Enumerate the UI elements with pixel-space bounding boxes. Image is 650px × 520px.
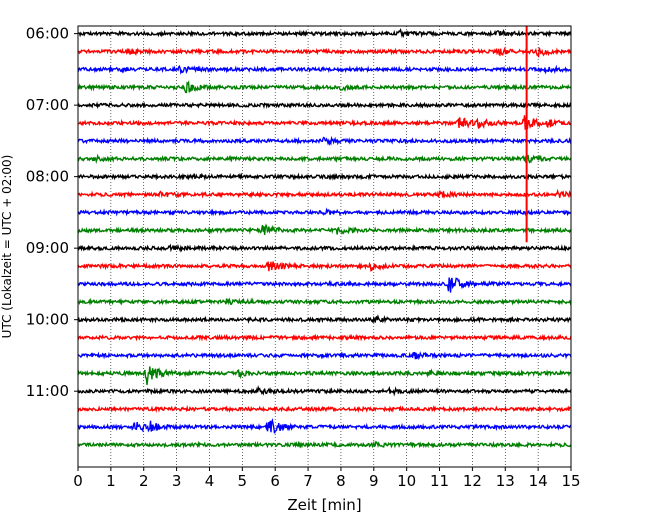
x-axis-label: Zeit [min]	[287, 496, 361, 514]
x-tick-label: 12	[463, 472, 482, 490]
x-tick-label: 7	[303, 472, 313, 490]
trace-series	[77, 45, 572, 59]
trace-series	[77, 366, 572, 385]
trace-series	[77, 404, 572, 414]
y-axis-label: UTC (Lokalzeit = UTC + 02:00)	[0, 155, 14, 339]
x-tick-label: 0	[73, 472, 83, 490]
x-tick-label: 15	[561, 472, 580, 490]
trace-series	[77, 417, 572, 434]
y-tick-label: 11:00	[26, 382, 69, 400]
x-tick-label: 13	[496, 472, 515, 490]
trace-series	[77, 135, 572, 147]
x-tick-label: 14	[529, 472, 548, 490]
trace-series	[77, 79, 572, 94]
trace-series	[77, 297, 572, 306]
trace-series	[77, 101, 572, 110]
y-tick-label: 10:00	[26, 311, 69, 329]
x-tick-label: 9	[369, 472, 379, 490]
y-tick-label: 09:00	[26, 239, 69, 257]
x-tick-label: 8	[336, 472, 346, 490]
x-tick-label: 3	[172, 472, 182, 490]
trace-series	[77, 314, 572, 324]
y-tick-label: 08:00	[26, 168, 69, 186]
plot-frame	[77, 25, 572, 468]
trace-series	[77, 243, 572, 253]
trace-series	[77, 27, 572, 39]
trace-series	[77, 188, 572, 200]
x-axis-ticks: 0 1 2 3 4 5 6 7 8 9 10 11 12 13 14 15	[73, 467, 581, 490]
trace-series	[77, 172, 572, 182]
y-tick-label: 07:00	[26, 96, 69, 114]
x-tick-label: 1	[106, 472, 116, 490]
trace-series	[77, 384, 572, 397]
trace-series	[77, 223, 572, 235]
y-tick-label: 06:00	[26, 25, 69, 43]
trace-series	[77, 261, 572, 272]
trace-series	[77, 115, 572, 130]
trace-series	[77, 350, 572, 361]
trace-series	[77, 64, 572, 75]
x-tick-label: 11	[430, 472, 449, 490]
y-axis-ticks: 06:00 07:00 08:00 09:00 10:00 11:00	[26, 25, 78, 400]
x-tick-label: 4	[205, 472, 215, 490]
trace-series	[77, 153, 572, 165]
trace-series	[77, 277, 572, 293]
trace-series	[77, 207, 572, 217]
x-tick-label: 10	[397, 472, 416, 490]
x-tick-label: 6	[270, 472, 280, 490]
traces	[77, 27, 572, 449]
trace-series	[77, 333, 572, 342]
trace-series	[77, 440, 572, 449]
x-tick-label: 5	[238, 472, 248, 490]
x-tick-label: 2	[139, 472, 149, 490]
